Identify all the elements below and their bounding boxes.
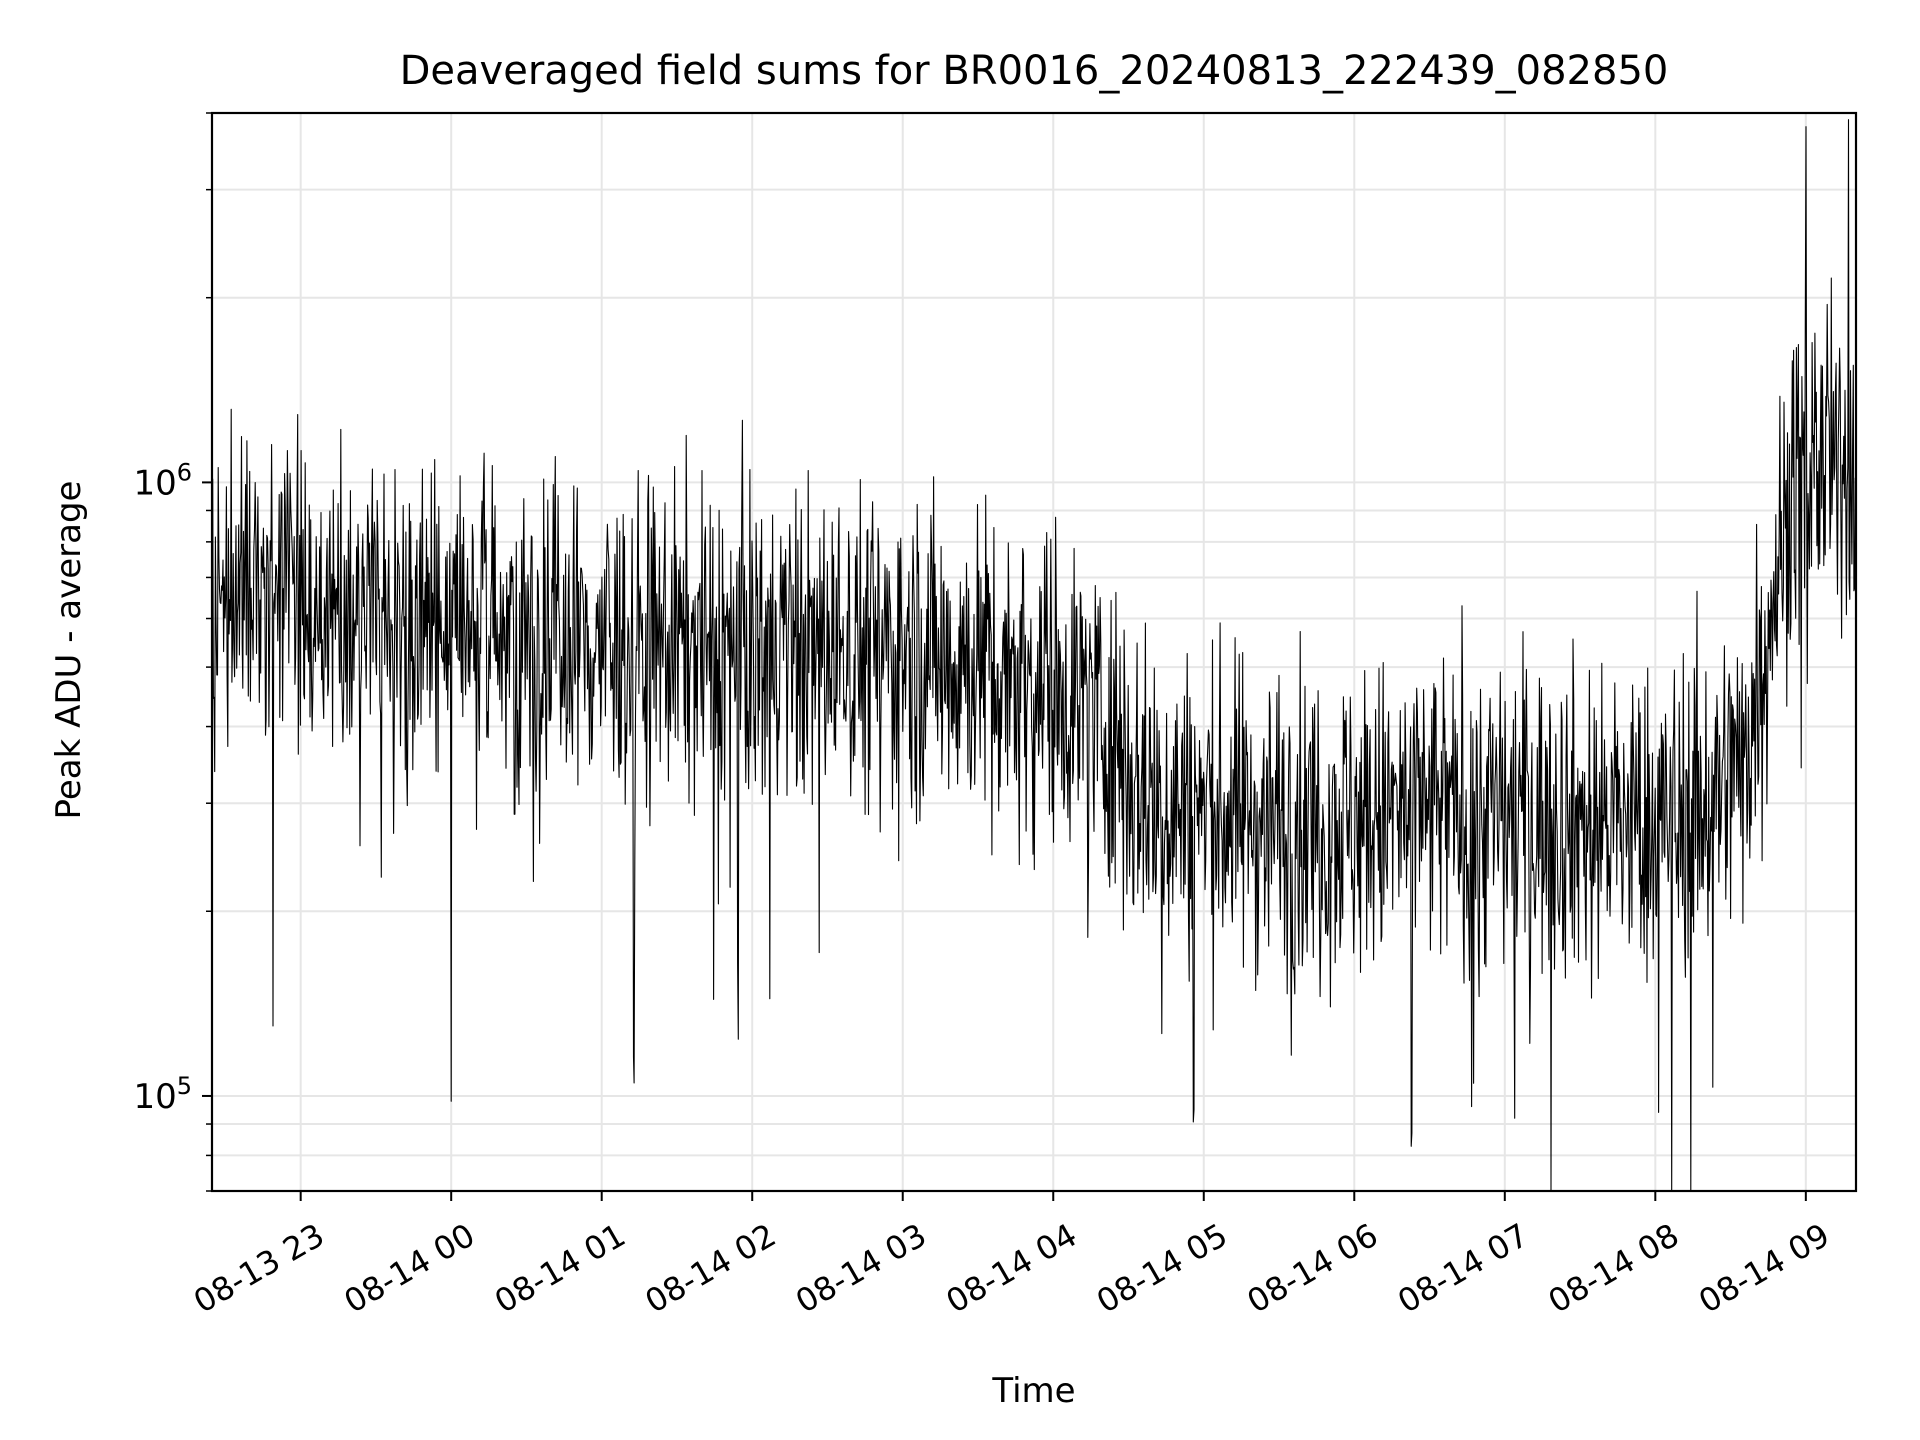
series-layer [211,119,1857,1192]
y-axis-label: Peak ADU - average [49,481,89,820]
y-tick-label: 106 [133,458,192,503]
series-line [211,119,1857,1192]
plot-frame [210,111,1858,1193]
x-axis-label: Time [991,1371,1075,1411]
y-tick-label: 105 [133,1072,192,1117]
chart-title: Deaveraged field sums for BR0016_2024081… [400,48,1669,94]
grid-layer [212,112,1856,1192]
